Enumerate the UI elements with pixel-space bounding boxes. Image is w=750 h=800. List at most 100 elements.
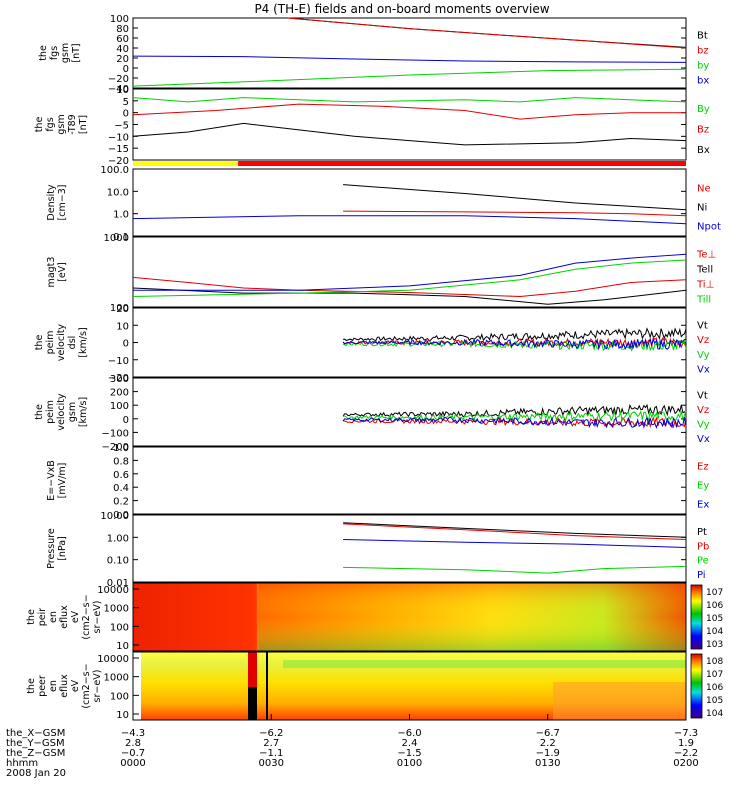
ytick-label: 10 [116,85,129,96]
legend-label: Tell [696,265,713,276]
series-line [343,539,687,548]
xtick-label: −6.7 [536,728,560,739]
series-line [132,287,687,305]
ytick-label: 10 [116,641,129,652]
panel-6: 300 200 100 0 −100 −200 the peim velocity gsm [km/… [34,374,710,453]
panel-frame [132,236,687,308]
legend-label: Vx [697,434,710,445]
ylabel-line: en [48,611,59,623]
legend-label: Pt [697,527,707,538]
ytick-label: 10 [116,710,129,721]
xaxis-row-label: 2008 Jan 20 [6,768,66,779]
ytick-label: −5 [114,121,129,132]
ytick-label: 0 [123,415,129,426]
ylabel-line: the [34,404,45,420]
legend-label: Ni [697,203,707,214]
legend-label: Te⊥ [696,250,716,261]
series-line [342,415,687,429]
ylabel-line: en [48,680,59,692]
ytick-label: 10.0 [107,187,129,198]
ytick-label: 0 [123,64,129,75]
ylabel-line: dsl [67,336,78,350]
ytick-label: −15 [108,144,129,155]
legend-label: Ey [697,481,709,492]
ytick-label: 0.8 [113,456,129,467]
ylabel-line: [eV] [57,262,68,282]
xtick-label: 0200 [673,758,698,769]
series-line [132,97,687,103]
xtick-label: −7.3 [674,728,698,739]
data-quality-flag [238,161,686,166]
legend-label: Till [696,295,711,306]
plot-title: P4 (TH-E) fields and on-board moments ov… [254,2,549,16]
panel-10: 108 107 106 105 104 10000 1000 100 10 the peer en ef… [26,651,723,721]
ytick-label: −200 [102,442,129,453]
ylabel-line: the [26,678,37,694]
series-line [342,416,687,429]
xtick-label: 2.7 [263,738,279,749]
series-line [132,103,686,120]
series-line [132,68,687,87]
legend-label: by [697,61,709,72]
legend-label: Vy [697,350,710,361]
series-line [343,210,687,217]
ylabel-line: [nT] [78,115,89,134]
legend-label: Bx [697,145,710,156]
ytick-label: 40 [116,44,129,55]
ytick-label: 100.0 [100,165,129,176]
series-line [132,259,687,297]
xaxis-row-label: the_Y−GSM [6,738,65,749]
spectrogram-dropout [248,687,257,720]
ytick-label: −40 [108,84,129,95]
xtick-label: 2.2 [540,738,556,749]
xtick-label: −2.2 [674,748,698,759]
ytick-label: 100 [110,622,129,633]
legend-label: Pb [697,541,709,552]
ytick-label: 0.2 [113,497,129,508]
ylabel-line: (cm2−s− [81,594,92,639]
legend-label: Bz [697,125,709,136]
xtick-label: −4.3 [121,728,145,739]
xtick-label: 2.8 [125,738,141,749]
ytick-label: 60 [116,34,129,45]
ylabel-line: sr−eV) [92,601,103,634]
series-line [342,410,687,422]
series-line [132,215,687,225]
xtick-label: 1.9 [678,738,694,749]
data-quality-flag [133,161,239,166]
series-line [132,122,687,146]
xtick-label: −0.7 [121,748,145,759]
panel-9: 107 106 105 104 103 10000 1000 100 10 the peir en ef… [26,582,723,652]
ytick-label: 80 [116,24,129,35]
colorbar-label: 103 [706,640,723,650]
colorbar-label: 104 [706,709,723,719]
ylabel-line: (cm2−s− [81,663,92,708]
legend-label: Pi [697,570,706,581]
xtick-label: −1.1 [259,748,283,759]
colorbar-label: 104 [706,627,723,637]
ylabel-line: [cm−3] [57,185,68,221]
series-line [342,403,687,418]
ytick-label: −20 [108,74,129,85]
ylabel-line: [km/s] [78,397,89,427]
xtick-label: 0030 [259,758,284,769]
spectrogram-patch [553,682,686,720]
ytick-label: 1000 [104,604,129,615]
ytick-label: 300 [110,374,129,385]
legend-label: Vt [697,390,708,401]
ytick-label: 0.6 [113,470,129,481]
ylabel-line: velocity [56,393,67,431]
ylabel-line: E=−VxB [46,460,57,501]
ytick-label: 0.10 [107,556,129,567]
ylabel-line: [mV/m] [57,463,68,499]
ytick-label: 10000 [97,654,129,665]
ylabel-line: eflux [59,674,70,698]
ytick-label: 1.0 [113,210,129,221]
ylabel-line: eflux [59,605,70,629]
ytick-label: 0 [123,109,129,120]
ytick-label: 20 [116,304,129,315]
